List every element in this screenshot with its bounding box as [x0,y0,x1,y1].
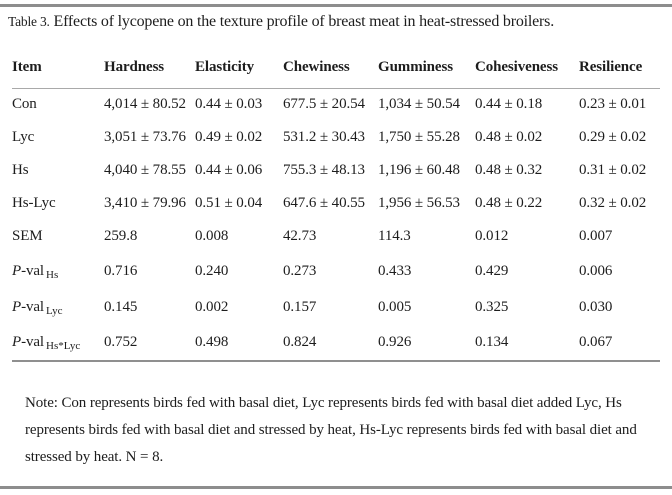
table-cell: 0.48 ± 0.22 [475,195,543,211]
table-cell: 1,034 ± 50.54 [378,96,460,113]
table-cell: 0.002 [195,298,229,315]
column-header-hardness: Hardness [104,48,195,89]
table-cell: 4,014 ± 80.52 [104,96,186,113]
table-cell: 4,040 ± 78.55 [104,162,186,178]
table-cell: 0.005 [378,298,412,315]
table-header-row: Item Hardness Elasticity Chewiness Gummi… [12,48,660,89]
table-caption-text: Effects of lycopene on the texture profi… [49,13,555,30]
table-cell: 0.012 [475,228,509,244]
column-header-cohesiveness: Cohesiveness [475,48,579,89]
column-header-item: Item [12,48,104,89]
table-cell: 677.5 ± 20.54 [283,96,365,113]
table-header: Item Hardness Elasticity Chewiness Gummi… [12,48,660,89]
column-header-resilience: Resilience [579,48,660,89]
row-item-label: P-val Hs*Lyc [12,334,81,352]
table-cell: 0.157 [283,298,317,315]
table-row: Lyc 3,051 ± 73.76 0.49 ± 0.02 531.2 ± 30.43… [12,121,660,154]
table-cell: 531.2 ± 30.43 [283,129,365,145]
table-cell: 0.325 [475,298,509,315]
column-header-gumminess: Gumminess [378,48,475,89]
table-cell: 0.926 [378,334,412,350]
table-cell: 0.007 [579,228,613,244]
table-cell: 0.824 [283,334,317,350]
row-item-subscript: Hs [46,268,59,281]
row-item-label: SEM [12,228,43,244]
column-header-elasticity: Elasticity [195,48,283,89]
row-item-subscript: Hs*Lyc [46,340,81,352]
row-item-label: Con [12,96,37,113]
table-cell: 259.8 [104,228,138,244]
row-item-label: Hs [12,162,29,178]
table-cell: 1,196 ± 60.48 [378,162,460,178]
table-cell: 0.433 [378,262,412,279]
table-cell: 0.49 ± 0.02 [195,129,263,145]
table-cell: 3,051 ± 73.76 [104,129,186,145]
table-number: Table 3. [8,14,50,29]
top-rule [0,4,672,7]
table-row: P-val Hs 0.716 0.240 0.273 0.433 0.429 0.006 [12,253,660,289]
table-cell: 114.3 [378,228,411,244]
table-cell: 0.29 ± 0.02 [579,129,647,145]
table-cell: 0.48 ± 0.32 [475,162,543,178]
table-cell: 755.3 ± 48.13 [283,162,365,178]
table-cell: 0.498 [195,334,229,350]
table-row: Hs 4,040 ± 78.55 0.44 ± 0.06 755.3 ± 48.13 1… [12,154,660,187]
table-cell: 0.44 ± 0.06 [195,162,263,178]
table-cell: 0.752 [104,334,138,350]
table-cell: 0.008 [195,228,229,244]
table-footnote: Note: Con represents birds fed with basa… [25,395,637,465]
table-cell: 0.030 [579,298,613,315]
table-row: P-val Lyc 0.145 0.002 0.157 0.005 0.325 0.030 [12,289,660,325]
table-cell: 0.067 [579,334,613,350]
table-row: Hs-Lyc 3,410 ± 79.96 0.51 ± 0.04 647.6 ± 40… [12,187,660,220]
table-cell: 0.23 ± 0.01 [579,96,647,113]
table-cell: 1,956 ± 56.53 [378,195,460,211]
row-item-label: P-val Lyc [12,298,63,317]
table-body: Con 4,014 ± 80.52 0.44 ± 0.03 677.5 ± 20.54… [12,88,660,361]
table-cell: 0.44 ± 0.18 [475,96,543,113]
row-item-label: Hs-Lyc [12,195,56,211]
table-cell: 0.48 ± 0.02 [475,129,543,145]
table-cell: 0.716 [104,262,138,279]
table-cell: 0.134 [475,334,509,350]
row-item-subscript: Lyc [46,304,63,317]
row-item-label: P-val Hs [12,262,59,281]
table-cell: 0.31 ± 0.02 [579,162,647,178]
table-cell: 3,410 ± 79.96 [104,195,186,211]
table-cell: 0.145 [104,298,138,315]
table-row: SEM 259.8 0.008 42.73 114.3 0.012 0.007 [12,220,660,253]
row-item-label: Lyc [12,129,35,145]
table-row: P-val Hs*Lyc 0.752 0.498 0.824 0.926 0.134 0.06… [12,325,660,361]
table-cell: 647.6 ± 40.55 [283,195,365,211]
table-cell: 0.240 [195,262,229,279]
table-cell: 1,750 ± 55.28 [378,129,460,145]
table-cell: 0.51 ± 0.04 [195,195,263,211]
table-cell: 0.32 ± 0.02 [579,195,647,211]
bottom-rule [0,486,672,489]
data-table: Item Hardness Elasticity Chewiness Gummi… [12,48,660,362]
table-cell: 0.429 [475,262,509,279]
table-row: Con 4,014 ± 80.52 0.44 ± 0.03 677.5 ± 20.54… [12,88,660,121]
table-caption: Table 3. Effects of lycopene on the text… [8,11,668,33]
table-cell: 0.006 [579,262,613,279]
column-header-chewiness: Chewiness [283,48,378,89]
table-cell: 0.44 ± 0.03 [195,96,263,113]
table-cell: 42.73 [283,228,317,244]
table-cell: 0.273 [283,262,317,279]
